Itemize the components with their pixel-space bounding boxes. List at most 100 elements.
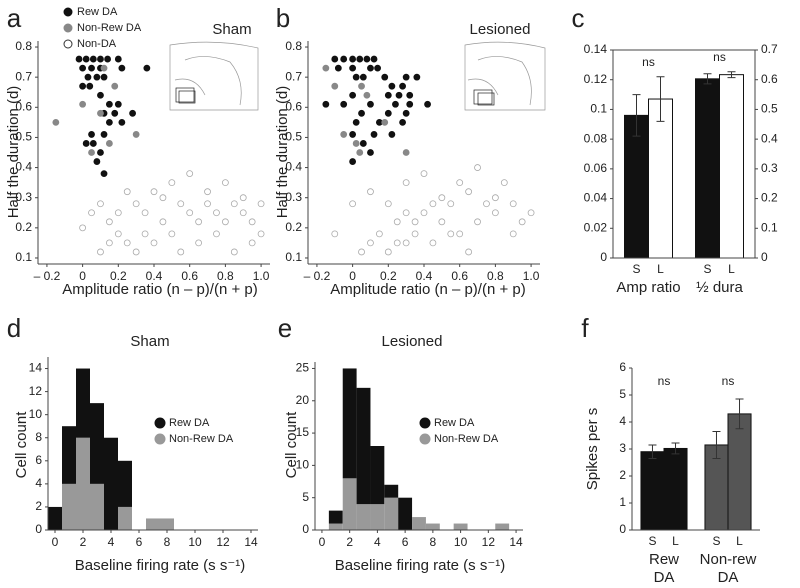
legend-marker xyxy=(63,23,73,33)
point xyxy=(465,248,473,256)
point xyxy=(424,100,431,108)
histogram-bar xyxy=(398,497,413,530)
y-tick-label: 0.5 xyxy=(285,130,302,144)
point xyxy=(159,194,167,202)
point xyxy=(413,73,421,81)
point xyxy=(97,248,104,256)
y-tick-label: 6 xyxy=(35,453,42,467)
point xyxy=(100,131,108,138)
point xyxy=(105,100,113,108)
error-bar xyxy=(648,444,657,459)
error-bar xyxy=(727,71,736,79)
point xyxy=(248,239,256,247)
x-tick-label: 4 xyxy=(108,535,115,549)
point xyxy=(367,188,374,196)
y-tick-label: 4 xyxy=(619,414,626,428)
histogram-bar xyxy=(425,523,440,530)
point xyxy=(195,218,203,226)
point xyxy=(363,55,371,63)
group-label: DA xyxy=(654,569,675,586)
point xyxy=(429,200,437,208)
y-tick-label: 0.1 xyxy=(15,250,32,264)
point xyxy=(402,73,410,81)
histogram-bar xyxy=(118,460,132,507)
point xyxy=(388,82,396,90)
point xyxy=(349,64,357,72)
histogram-bar xyxy=(328,510,343,524)
point xyxy=(213,209,220,217)
point xyxy=(374,64,382,72)
point xyxy=(97,200,104,208)
inset-lines xyxy=(467,56,532,106)
group-label: DA xyxy=(718,569,739,586)
point xyxy=(399,82,406,90)
point xyxy=(168,230,176,238)
y-tick-label: 4 xyxy=(35,476,42,490)
point xyxy=(221,179,229,187)
y-tick-label: 0 xyxy=(619,522,626,536)
histogram-bar xyxy=(453,523,468,530)
x-tick-label: 12 xyxy=(482,535,496,549)
point xyxy=(239,194,247,202)
point xyxy=(75,55,83,63)
x-tick-label: 2 xyxy=(346,535,353,549)
point xyxy=(97,55,104,63)
point xyxy=(132,200,140,208)
point xyxy=(388,131,396,138)
point xyxy=(392,100,399,108)
group-label: Non-rew xyxy=(700,551,757,568)
point xyxy=(420,170,428,177)
histogram-bar xyxy=(328,523,343,530)
point xyxy=(213,230,220,238)
point xyxy=(100,64,108,72)
point xyxy=(402,239,410,247)
point xyxy=(100,170,108,177)
point xyxy=(340,55,348,63)
histogram-bar xyxy=(62,426,76,484)
x-tick-label: 6 xyxy=(402,535,409,549)
point xyxy=(381,118,389,126)
point xyxy=(322,100,330,108)
x-tick-label: 8 xyxy=(430,535,437,549)
point xyxy=(406,100,414,108)
point xyxy=(88,131,95,138)
point xyxy=(168,179,176,187)
point xyxy=(334,64,342,72)
category-label: S xyxy=(632,262,640,276)
error-bar xyxy=(656,76,665,122)
legend-marker xyxy=(154,417,166,429)
histogram-bar xyxy=(342,368,357,479)
inset-box xyxy=(178,90,196,104)
y-tick-label: 5 xyxy=(619,387,626,401)
point xyxy=(358,109,365,117)
y-tick-label: 0.5 xyxy=(15,130,32,144)
inset-box xyxy=(175,87,195,103)
bar xyxy=(648,98,673,259)
panel-letter: a xyxy=(7,3,22,33)
point xyxy=(381,73,389,81)
point xyxy=(363,91,371,99)
point xyxy=(88,149,95,156)
y-tick-label: 2 xyxy=(35,499,42,513)
point xyxy=(349,158,357,165)
point xyxy=(141,209,149,217)
y-tick-label: 12 xyxy=(29,384,43,398)
y2-tick-label: 0.7 xyxy=(761,42,778,56)
y-tick-label: 10 xyxy=(29,407,43,421)
category-label: L xyxy=(736,534,743,548)
histogram-bar xyxy=(146,518,160,530)
legend-label: Rew DA xyxy=(434,417,475,429)
point xyxy=(141,230,149,238)
point xyxy=(111,82,119,90)
point xyxy=(132,248,140,256)
histogram-bar xyxy=(370,446,385,505)
y-tick-label: 3 xyxy=(619,441,626,455)
point xyxy=(248,218,256,226)
bar xyxy=(663,447,688,531)
y2-tick-label: 0.1 xyxy=(761,220,778,234)
histogram-bar xyxy=(48,506,62,530)
group-label: Rew xyxy=(649,551,679,568)
x-tick-label: 0.2 xyxy=(110,269,127,283)
y-axis-label: Cell count xyxy=(283,411,300,479)
x-tick-label: 0 xyxy=(319,535,326,549)
